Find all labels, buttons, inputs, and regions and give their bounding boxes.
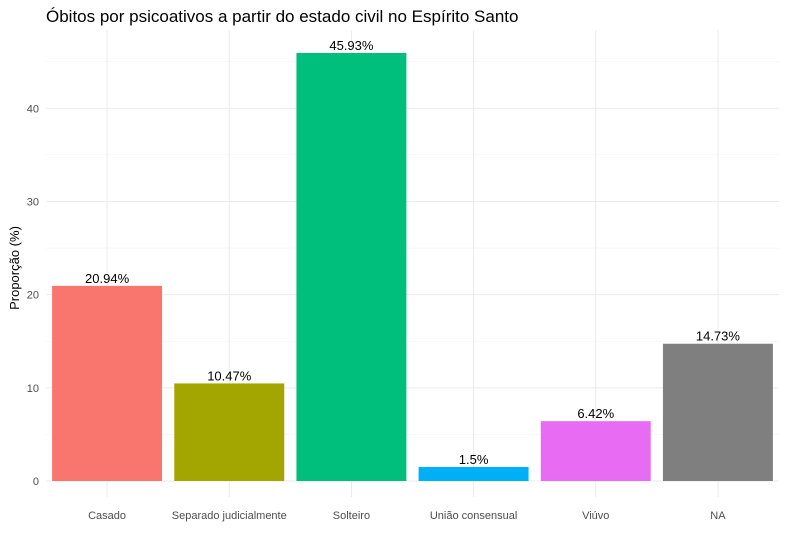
bar <box>418 467 529 481</box>
data-label: 6.42% <box>577 406 614 421</box>
x-axis-ticks: Casado Separado judicialmente Solteiro Uniã… <box>88 510 726 522</box>
x-tick-label: Solteiro <box>333 510 370 522</box>
y-tick-label: 30 <box>27 196 39 208</box>
bar <box>540 421 651 481</box>
x-tick-label: NA <box>710 510 726 522</box>
bars <box>52 53 773 481</box>
y-axis-title: Proporção (%) <box>7 226 22 310</box>
x-tick-label: Casado <box>88 510 126 522</box>
bar <box>52 285 163 481</box>
x-tick-label: Separado judicialmente <box>172 510 287 522</box>
y-axis-ticks: 0 10 20 30 40 <box>27 103 39 488</box>
y-tick-label: 20 <box>27 290 39 302</box>
bar <box>662 343 773 481</box>
y-tick-label: 40 <box>27 103 39 115</box>
data-label: 20.94% <box>85 271 130 286</box>
y-tick-label: 0 <box>33 476 39 488</box>
data-labels: 20.94% 10.47% 45.93% 1.5% 6.42% 14.73% <box>85 38 740 467</box>
y-tick-label: 10 <box>27 383 39 395</box>
data-label: 10.47% <box>207 368 252 383</box>
bar <box>174 383 285 481</box>
data-label: 14.73% <box>696 329 741 344</box>
data-label: 1.5% <box>459 452 489 467</box>
bar <box>296 53 407 481</box>
x-tick-label: Viúvo <box>582 510 609 522</box>
x-tick-label: União consensual <box>430 510 517 522</box>
data-label: 45.93% <box>329 38 374 53</box>
chart-title: Óbitos por psicoativos a partir do estad… <box>46 7 518 26</box>
